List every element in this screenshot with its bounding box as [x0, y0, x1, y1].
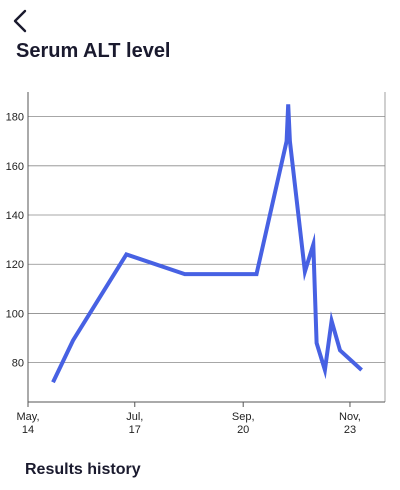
- x-tick-label: Sep, 20: [232, 411, 255, 436]
- page-title: Serum ALT level: [16, 40, 171, 62]
- alt-level-chart: 80 100 120 140 160 180 May, 14 Jul, 17 Sep, 20 Nov, 2…: [6, 92, 386, 436]
- chart-tick-labels: 80 100 120 140 160 180 May, 14 Jul, 17 Sep, 20 Nov, 2…: [6, 112, 361, 436]
- y-tick-label: 180: [6, 112, 24, 124]
- y-tick-label: 160: [6, 161, 24, 173]
- x-tick-label: Jul, 17: [126, 411, 143, 436]
- y-tick-label: 80: [12, 358, 24, 370]
- y-tick-label: 120: [6, 259, 24, 271]
- y-tick-label: 140: [6, 210, 24, 222]
- x-tick-label: May, 14: [16, 411, 39, 436]
- back-button[interactable]: [6, 6, 34, 36]
- y-tick-label: 100: [6, 308, 24, 320]
- chevron-left-icon: [13, 9, 27, 33]
- chart-axes: [27, 92, 386, 407]
- results-history-title: Results history: [25, 461, 141, 478]
- x-tick-label: Nov, 23: [339, 411, 361, 436]
- alt-series-line: [51, 104, 363, 384]
- chart-series: [51, 104, 363, 384]
